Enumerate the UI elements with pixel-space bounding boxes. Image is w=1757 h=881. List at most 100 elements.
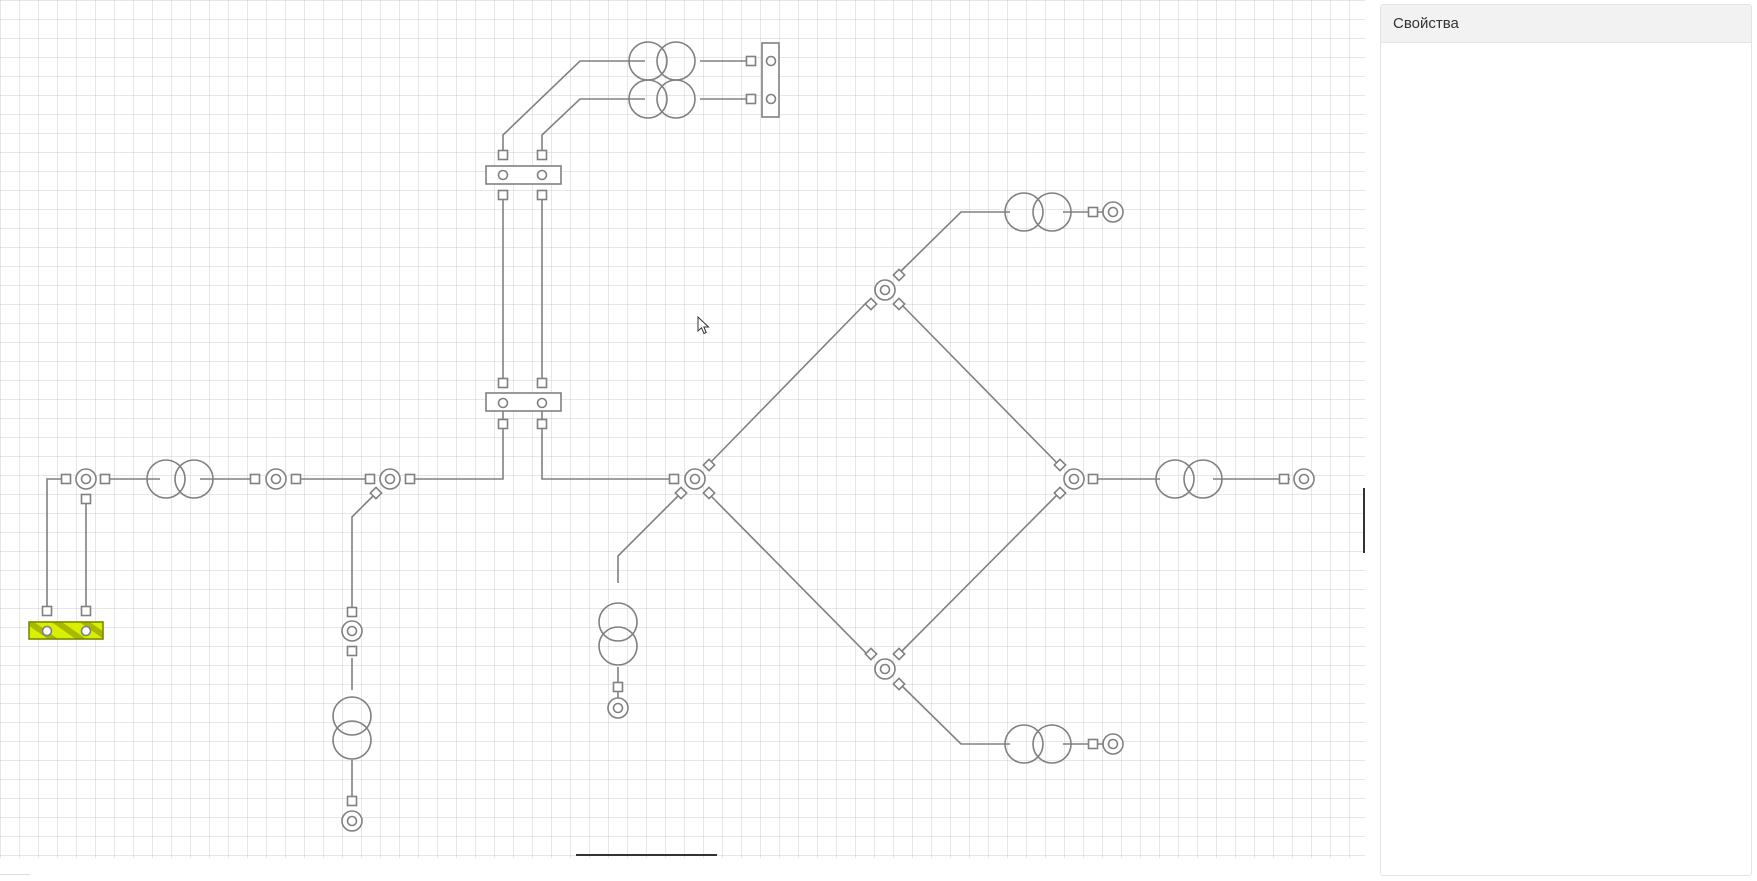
switch-node-diag[interactable] <box>702 486 716 500</box>
transformer-bottom-right[interactable] <box>1004 724 1072 764</box>
schematic-canvas[interactable] <box>0 0 1368 881</box>
wire-diamond-ne <box>898 301 1059 465</box>
bus-node-inner <box>346 625 358 637</box>
selected-busbar-body <box>28 621 104 640</box>
transformer-v-1[interactable] <box>332 696 372 760</box>
busbar-mid[interactable] <box>485 392 562 412</box>
switch-node-diag[interactable] <box>1053 458 1067 472</box>
switch-node-diag[interactable] <box>674 486 688 500</box>
schematic-symbols <box>28 41 1315 832</box>
switch-node-diag[interactable] <box>892 677 906 691</box>
transformer-winding <box>1032 192 1072 232</box>
bus-node-2[interactable] <box>265 468 287 490</box>
bus-node-diamond-right[interactable] <box>1063 468 1085 490</box>
transformer-winding <box>1004 724 1044 764</box>
transformer-winding <box>332 696 372 736</box>
grid-background <box>0 0 1365 858</box>
wire-to-upper-bus <box>410 405 504 480</box>
wire-bus-to-hub <box>541 405 674 480</box>
transformer-winding <box>1004 192 1044 232</box>
transformer-winding <box>1183 459 1223 499</box>
transformer-winding <box>332 720 372 760</box>
transformer-top-right[interactable] <box>1004 192 1072 232</box>
transformer-winding <box>1032 724 1072 764</box>
busbar-top[interactable] <box>485 165 562 185</box>
busbar-terminal <box>765 55 777 67</box>
bus-node-bottom-right-end[interactable] <box>1102 733 1124 755</box>
wire-diamond-sw <box>708 493 868 655</box>
bus-node-inner <box>1107 206 1119 218</box>
bus-node-diamond-bottom[interactable] <box>874 658 896 680</box>
bus-node-inner <box>270 473 282 485</box>
switch-node[interactable] <box>536 377 548 389</box>
switch-node[interactable] <box>668 473 680 485</box>
switch-node[interactable] <box>536 418 548 430</box>
switch-node[interactable] <box>536 189 548 201</box>
switch-node[interactable] <box>249 473 261 485</box>
switch-node[interactable] <box>612 681 624 693</box>
busbar-top-right[interactable] <box>761 42 780 118</box>
switch-node-diag[interactable] <box>892 268 906 282</box>
switch-node[interactable] <box>80 605 92 617</box>
switch-node-diag[interactable] <box>892 297 906 311</box>
bus-node-inner <box>879 284 891 296</box>
switch-node[interactable] <box>99 473 111 485</box>
switch-node[interactable] <box>346 645 358 657</box>
bus-node-hub-branch-end[interactable] <box>607 697 629 719</box>
switch-node[interactable] <box>1087 738 1099 750</box>
switch-node[interactable] <box>80 493 92 505</box>
bus-node-inner <box>1298 473 1310 485</box>
switch-node[interactable] <box>346 606 358 618</box>
switch-node-diag[interactable] <box>1053 486 1067 500</box>
switch-node[interactable] <box>290 473 302 485</box>
transformer-right[interactable] <box>1155 459 1223 499</box>
wire-branch-down <box>351 493 376 607</box>
transformer-v-2[interactable] <box>598 602 638 666</box>
bus-node-inner <box>80 473 92 485</box>
switch-node[interactable] <box>346 795 358 807</box>
bus-node-right-end[interactable] <box>1293 468 1315 490</box>
switch-node[interactable] <box>497 149 509 161</box>
bus-node-inner <box>612 702 624 714</box>
switch-node[interactable] <box>497 377 509 389</box>
bus-node-hub[interactable] <box>684 468 706 490</box>
busbar-body <box>485 165 562 185</box>
switch-node[interactable] <box>60 473 72 485</box>
bus-node-3[interactable] <box>379 468 401 490</box>
horizontal-scrollbar[interactable] <box>576 854 717 856</box>
switch-node-diag[interactable] <box>864 297 878 311</box>
switch-node-diag[interactable] <box>864 647 878 661</box>
bus-node-left[interactable] <box>75 468 97 490</box>
transformer-winding <box>628 79 668 119</box>
properties-panel: Свойства <box>1380 4 1752 876</box>
transformer-1[interactable] <box>146 459 214 499</box>
switch-node[interactable] <box>1278 473 1290 485</box>
transformer-winding <box>146 459 186 499</box>
bus-node-top-right-end[interactable] <box>1102 201 1124 223</box>
switch-node[interactable] <box>497 418 509 430</box>
connection-lines <box>46 60 1290 796</box>
switch-node[interactable] <box>745 55 757 67</box>
bus-node-diamond-top[interactable] <box>874 279 896 301</box>
transformer-top-2[interactable] <box>628 79 696 119</box>
properties-panel-body <box>1381 43 1751 875</box>
switch-node[interactable] <box>41 605 53 617</box>
switch-node[interactable] <box>1087 473 1099 485</box>
switch-node-diag[interactable] <box>369 486 383 500</box>
power-network-diagram[interactable] <box>0 0 1368 860</box>
switch-node-diag[interactable] <box>702 458 716 472</box>
selected-busbar[interactable] <box>28 621 104 640</box>
bus-node-branch-end[interactable] <box>341 810 363 832</box>
switch-node[interactable] <box>536 149 548 161</box>
switch-node[interactable] <box>364 473 376 485</box>
switch-node[interactable] <box>745 93 757 105</box>
arrow-cursor-icon <box>697 316 710 335</box>
switch-node[interactable] <box>1087 206 1099 218</box>
busbar-terminal <box>497 397 509 409</box>
wire-diamond-nw <box>708 301 868 465</box>
switch-node[interactable] <box>497 189 509 201</box>
switch-node[interactable] <box>404 473 416 485</box>
vertical-scrollbar[interactable] <box>1363 488 1365 553</box>
bus-node-branch[interactable] <box>341 620 363 642</box>
switch-node-diag[interactable] <box>892 647 906 661</box>
